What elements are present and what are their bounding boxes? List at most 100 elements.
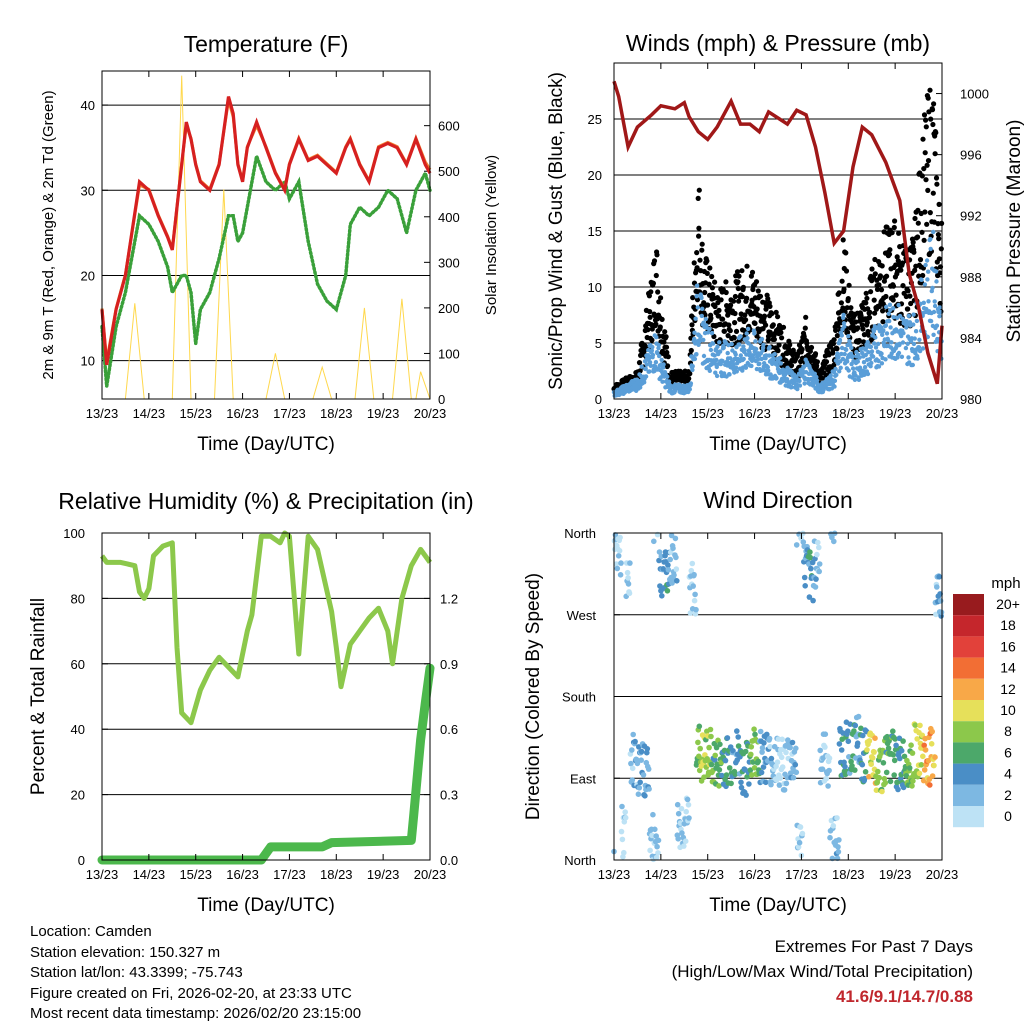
gust-point (708, 315, 714, 321)
legend-label: 12 (1000, 681, 1016, 697)
winds-y-tick-label: 5 (595, 336, 602, 351)
wind-point (699, 295, 704, 301)
direction-point (816, 561, 823, 567)
temp-y-axis-label: 2m & 9m T (Red, Orange) & 2m Td (Green) (40, 90, 57, 379)
wind-point (865, 371, 871, 377)
direction-point (819, 766, 826, 772)
direction-point (655, 850, 661, 856)
gust-point (898, 267, 904, 273)
gust-point (887, 247, 893, 253)
gust-point (695, 195, 701, 201)
gust-point (780, 324, 787, 330)
direction-point (795, 844, 802, 850)
direction-point (825, 783, 831, 789)
gust-point (884, 273, 890, 279)
rh-x-tick-label: 18/23 (320, 867, 353, 882)
direction-point (822, 744, 828, 750)
gust-point (833, 327, 839, 333)
wind-point (884, 304, 889, 310)
wind-point (653, 360, 659, 365)
gust-point (855, 325, 861, 331)
gust-point (856, 337, 862, 344)
rh-title: Relative Humidity (%) & Precipitation (i… (58, 488, 473, 514)
direction-point (849, 763, 855, 769)
gust-point (864, 295, 870, 301)
wind-point (913, 329, 919, 334)
direction-point (691, 597, 698, 604)
gust-point (646, 293, 653, 299)
wind-point (903, 345, 909, 351)
direction-point (760, 764, 767, 770)
gust-point (893, 292, 899, 298)
gust-point (843, 250, 849, 256)
wind-point (647, 369, 652, 374)
wind-point (838, 365, 843, 370)
direction-point (751, 726, 757, 732)
direction-point (917, 722, 923, 729)
winds-y-tick-label-right: 980 (960, 392, 982, 407)
gust-point (694, 250, 700, 256)
gust-point (742, 312, 748, 318)
gust-point (879, 263, 885, 269)
wind-point (924, 258, 930, 263)
direction-point (852, 767, 858, 773)
direction-point (779, 764, 786, 770)
gust-point (744, 263, 750, 269)
gust-point (799, 346, 805, 352)
direction-point (730, 748, 736, 754)
wind-point (920, 346, 926, 351)
wind-point (896, 350, 902, 356)
gust-point (757, 293, 764, 299)
direction-point (859, 761, 866, 768)
wind-point (885, 338, 891, 343)
gust-point (919, 173, 925, 179)
winds-y-tick-label: 20 (588, 168, 602, 183)
rh-plot-frame (101, 532, 431, 861)
legend-label: 16 (1000, 638, 1016, 654)
gust-point (878, 287, 885, 293)
wind-point (720, 358, 725, 364)
gust-point (834, 346, 840, 352)
winds-y-tick-label-right: 984 (960, 331, 982, 346)
direction-point (656, 549, 663, 555)
gust-point (779, 335, 785, 341)
winds-y-tick-label: 15 (588, 224, 602, 239)
direction-point (696, 723, 703, 730)
wind-point (707, 326, 712, 332)
gust-point (723, 279, 729, 285)
direction-point (687, 610, 694, 616)
gust-point (694, 265, 700, 271)
wind-point (887, 302, 893, 307)
temp-x-tick-label: 15/23 (179, 406, 212, 421)
wind-point (870, 354, 876, 359)
winds-x-tick-label: 16/23 (738, 406, 771, 421)
direction-point (684, 796, 691, 803)
temp-y-tick-label: 30 (81, 183, 95, 198)
direction-point (652, 826, 658, 833)
gust-point (917, 257, 924, 263)
direction-point (937, 598, 944, 604)
wind-point (717, 340, 722, 345)
winds-x-tick-label: 18/23 (832, 406, 865, 421)
direction-point (835, 844, 841, 850)
gust-point (735, 279, 741, 285)
direction-point (622, 809, 628, 815)
gust-point (661, 339, 667, 345)
direction-point (767, 743, 773, 750)
wind-point (911, 341, 917, 347)
direction-point (845, 728, 851, 734)
rh-y-tick-label: 60 (71, 657, 85, 672)
direction-point (893, 742, 899, 749)
direction-point (735, 734, 741, 740)
extremes-block: Extremes For Past 7 Days (High/Low/Max W… (672, 934, 973, 1009)
rh-y-tick-label: 20 (71, 788, 85, 803)
wind-point (728, 356, 733, 361)
direction-point (678, 805, 685, 812)
gust-point (791, 350, 797, 356)
gust-point (863, 290, 869, 296)
gust-point (732, 293, 739, 300)
dir-x-tick-label: 13/23 (598, 867, 631, 882)
direction-point (708, 761, 715, 768)
wind-point (881, 328, 886, 333)
gust-point (653, 321, 659, 327)
